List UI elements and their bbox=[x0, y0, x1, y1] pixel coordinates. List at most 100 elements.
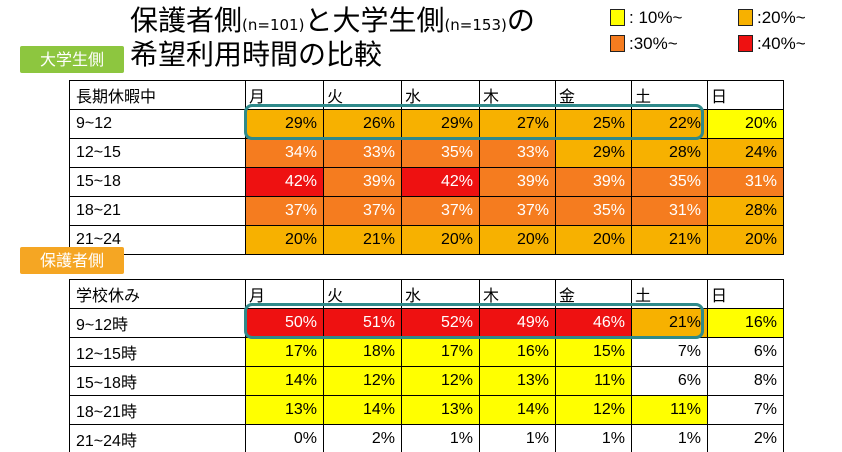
student-cell: 20% bbox=[245, 225, 324, 255]
student-cell: 33% bbox=[479, 138, 556, 168]
student-header-label: 長期休暇中 bbox=[69, 80, 246, 110]
legend-10: : 10%~ bbox=[610, 8, 682, 28]
guardian-cell: 1% bbox=[401, 424, 480, 452]
guardian-cell: 1% bbox=[631, 424, 708, 452]
student-cell: 34% bbox=[245, 138, 324, 168]
guardian-cell: 1% bbox=[555, 424, 632, 452]
guardian-row-label: 12~15時 bbox=[69, 337, 246, 367]
guardian-cell: 2% bbox=[323, 424, 402, 452]
student-cell: 25% bbox=[555, 109, 632, 139]
student-cell: 20% bbox=[555, 225, 632, 255]
student-cell: 33% bbox=[323, 138, 402, 168]
student-cell: 24% bbox=[707, 138, 784, 168]
guardian-cell: 13% bbox=[401, 395, 480, 425]
legend-20: :20%~ bbox=[738, 8, 806, 28]
legend-swatch-red bbox=[738, 35, 753, 52]
student-header-row: 長期休暇中月火水木金土日 bbox=[69, 80, 784, 110]
guardian-cell: 6% bbox=[631, 366, 708, 396]
student-table: 長期休暇中月火水木金土日 9~12 29% 26% 29% 27% 25% 22% 20% 12~… bbox=[69, 80, 784, 255]
guardian-cell: 18% bbox=[323, 337, 402, 367]
legend-swatch-gold bbox=[738, 9, 753, 26]
student-cell: 20% bbox=[707, 109, 784, 139]
student-cell: 37% bbox=[245, 196, 324, 226]
student-cell: 39% bbox=[479, 167, 556, 197]
guardian-row-label: 18~21時 bbox=[69, 395, 246, 425]
student-row-label: 18~21 bbox=[69, 196, 246, 226]
title-guardian: 保護者側 bbox=[130, 4, 243, 37]
guardian-row: 12~15時 17% 18% 17% 16% 15% 7% 6% bbox=[69, 337, 784, 367]
student-cell: 26% bbox=[323, 109, 402, 139]
page-title: 保護者側(n=101)と大学生側(n=153)の bbox=[130, 4, 535, 42]
student-header-day: 日 bbox=[707, 80, 784, 110]
guardian-tag: 保護者側 bbox=[20, 247, 124, 274]
student-cell: 20% bbox=[707, 225, 784, 255]
student-cell: 27% bbox=[479, 109, 556, 139]
student-cell: 35% bbox=[555, 196, 632, 226]
guardian-cell: 12% bbox=[323, 366, 402, 396]
student-cell: 20% bbox=[479, 225, 556, 255]
student-cell: 37% bbox=[401, 196, 480, 226]
guardian-cell: 50% bbox=[245, 308, 324, 338]
legend-30: :30%~ bbox=[610, 34, 678, 54]
guardian-cell: 16% bbox=[707, 308, 784, 338]
guardian-cell: 15% bbox=[555, 337, 632, 367]
student-cell: 29% bbox=[555, 138, 632, 168]
guardian-row: 15~18時 14% 12% 12% 13% 11% 6% 8% bbox=[69, 366, 784, 396]
guardian-cell: 14% bbox=[479, 395, 556, 425]
guardian-cell: 13% bbox=[245, 395, 324, 425]
guardian-highlight-frame bbox=[244, 303, 704, 339]
student-cell: 20% bbox=[401, 225, 480, 255]
guardian-cell: 2% bbox=[707, 424, 784, 452]
student-row: 15~18 42% 39% 42% 39% 39% 35% 31% bbox=[69, 167, 784, 197]
student-cell: 42% bbox=[245, 167, 324, 197]
guardian-cell: 49% bbox=[479, 308, 556, 338]
guardian-cell: 7% bbox=[631, 337, 708, 367]
student-row-label: 12~15 bbox=[69, 138, 246, 168]
guardian-row: 21~24時 0% 2% 1% 1% 1% 1% 2% bbox=[69, 424, 784, 452]
guardian-header-day: 日 bbox=[707, 279, 784, 309]
title-guardian-n: (n=101) bbox=[242, 16, 305, 34]
guardian-cell: 13% bbox=[479, 366, 556, 396]
legend-swatch-yellow bbox=[610, 9, 625, 26]
guardian-cell: 51% bbox=[323, 308, 402, 338]
guardian-cell: 6% bbox=[707, 337, 784, 367]
student-cell: 35% bbox=[401, 138, 480, 168]
guardian-cell: 11% bbox=[631, 395, 708, 425]
student-cell: 28% bbox=[631, 138, 708, 168]
legend-swatch-orange bbox=[610, 35, 625, 52]
student-row: 12~15 34% 33% 35% 33% 29% 28% 24% bbox=[69, 138, 784, 168]
guardian-cell: 12% bbox=[401, 366, 480, 396]
guardian-row-label: 15~18時 bbox=[69, 366, 246, 396]
student-cell: 37% bbox=[323, 196, 402, 226]
student-cell: 21% bbox=[631, 225, 708, 255]
guardian-cell: 14% bbox=[323, 395, 402, 425]
student-cell: 42% bbox=[401, 167, 480, 197]
student-cell: 28% bbox=[707, 196, 784, 226]
student-row: 18~21 37% 37% 37% 37% 35% 31% 28% bbox=[69, 196, 784, 226]
guardian-cell: 1% bbox=[479, 424, 556, 452]
student-row: 9~12 29% 26% 29% 27% 25% 22% 20% bbox=[69, 109, 784, 139]
guardian-row: 18~21時 13% 14% 13% 14% 12% 11% 7% bbox=[69, 395, 784, 425]
guardian-row: 9~12時 50% 51% 52% 49% 46% 21% 16% bbox=[69, 308, 784, 338]
guardian-cell: 7% bbox=[707, 395, 784, 425]
legend-40: :40%~ bbox=[738, 34, 806, 54]
guardian-cell: 8% bbox=[707, 366, 784, 396]
student-tag: 大学生側 bbox=[20, 46, 124, 73]
guardian-cell: 17% bbox=[401, 337, 480, 367]
student-cell: 31% bbox=[707, 167, 784, 197]
title-student-n: (n=153) bbox=[444, 16, 507, 34]
guardian-cell: 11% bbox=[555, 366, 632, 396]
student-cell: 21% bbox=[323, 225, 402, 255]
guardian-row-label: 21~24時 bbox=[69, 424, 246, 452]
student-row-label: 15~18 bbox=[69, 167, 246, 197]
student-cell: 35% bbox=[631, 167, 708, 197]
student-cell: 39% bbox=[555, 167, 632, 197]
student-highlight-frame bbox=[244, 104, 704, 140]
student-cell: 31% bbox=[631, 196, 708, 226]
guardian-cell: 52% bbox=[401, 308, 480, 338]
guardian-cell: 14% bbox=[245, 366, 324, 396]
guardian-header-row: 学校休み月火水木金土日 bbox=[69, 279, 784, 309]
guardian-cell: 0% bbox=[245, 424, 324, 452]
guardian-cell: 17% bbox=[245, 337, 324, 367]
title-student: と大学生側 bbox=[304, 4, 445, 37]
